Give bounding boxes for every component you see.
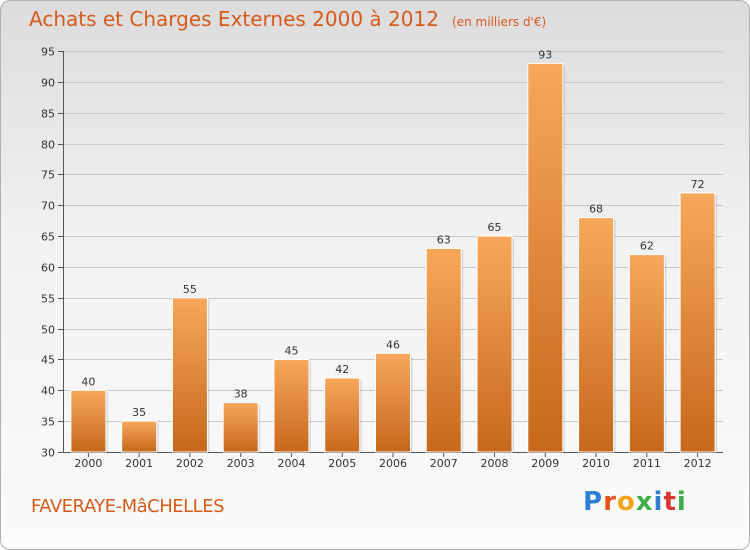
chart-subtitle: (en milliers d'€) — [452, 15, 547, 29]
y-tick-label: 50 — [41, 324, 55, 337]
x-tick-label-2010: 2010 — [582, 457, 610, 470]
bar-2004 — [273, 358, 310, 453]
value-label-2008: 65 — [488, 221, 502, 234]
bar-2010 — [578, 217, 615, 453]
x-tick-label-2000: 2000 — [74, 457, 102, 470]
x-tick-label-2009: 2009 — [531, 457, 559, 470]
x-tick-label-2003: 2003 — [227, 457, 255, 470]
x-tick-label-2004: 2004 — [277, 457, 305, 470]
y-tick-label: 55 — [41, 293, 55, 306]
y-tick-label: 90 — [41, 77, 55, 90]
bar-2007 — [425, 247, 462, 453]
y-tick-label: 45 — [41, 354, 55, 367]
x-tick-label-2008: 2008 — [481, 457, 509, 470]
data-labels: 40 35 55 38 45 42 46 63 65 93 68 62 72 — [81, 48, 704, 419]
value-label-2006: 46 — [386, 338, 400, 351]
bar-2009 — [527, 62, 564, 453]
value-label-2001: 35 — [132, 406, 146, 419]
x-tick-label-2011: 2011 — [633, 457, 661, 470]
title-row: Achats et Charges Externes 2000 à 2012 (… — [29, 7, 546, 31]
y-tick-label: 35 — [41, 416, 55, 429]
logo-letter: x — [635, 487, 654, 517]
value-label-2012: 72 — [691, 178, 705, 191]
y-tick-label: 40 — [41, 385, 55, 398]
value-label-2010: 68 — [589, 203, 603, 216]
logo-letter: r — [603, 487, 617, 517]
y-tick-label: 65 — [41, 231, 55, 244]
x-tick-label-2006: 2006 — [379, 457, 407, 470]
value-label-2011: 62 — [640, 240, 654, 253]
value-label-2005: 42 — [335, 363, 349, 376]
bars — [70, 62, 718, 453]
y-tick-label: 60 — [41, 262, 55, 275]
bar-2003 — [222, 402, 259, 453]
bar-2006 — [375, 352, 411, 453]
y-tick-label: 70 — [41, 200, 55, 213]
y-tick-label: 30 — [41, 447, 55, 460]
logo-letter: t — [663, 487, 677, 517]
value-label-2009: 93 — [538, 48, 552, 61]
logo-letter: i — [676, 487, 687, 517]
proxiti-logo[interactable]: Proxiti — [583, 487, 687, 517]
value-label-2000: 40 — [81, 375, 95, 388]
x-tick-label-2001: 2001 — [125, 457, 153, 470]
bar-2005 — [324, 377, 361, 453]
chart-title: Achats et Charges Externes 2000 à 2012 — [29, 7, 439, 31]
bar-2002 — [171, 297, 208, 453]
bar-2000 — [70, 389, 107, 453]
x-tick-label-2012: 2012 — [684, 457, 712, 470]
value-label-2003: 38 — [234, 388, 248, 401]
bar-2008 — [476, 235, 513, 453]
x-tick-label-2005: 2005 — [328, 457, 356, 470]
x-tick-label-2007: 2007 — [430, 457, 458, 470]
x-tick-label-2002: 2002 — [176, 457, 204, 470]
value-label-2004: 45 — [284, 344, 298, 357]
bar-2001 — [121, 420, 158, 453]
y-tick-label: 75 — [41, 169, 55, 182]
y-tick-label: 80 — [41, 139, 55, 152]
logo-letter: o — [616, 487, 636, 517]
bar-2012 — [679, 192, 716, 453]
value-label-2007: 63 — [437, 233, 451, 246]
value-label-2002: 55 — [183, 283, 197, 296]
commune-name: FAVERAYE-MâCHELLES — [31, 496, 225, 517]
y-tick-label: 85 — [41, 108, 55, 121]
logo-letter: P — [583, 487, 604, 517]
logo-letter: i — [653, 487, 664, 517]
bar-2011 — [628, 254, 665, 453]
y-tick-label: 95 — [41, 46, 55, 59]
